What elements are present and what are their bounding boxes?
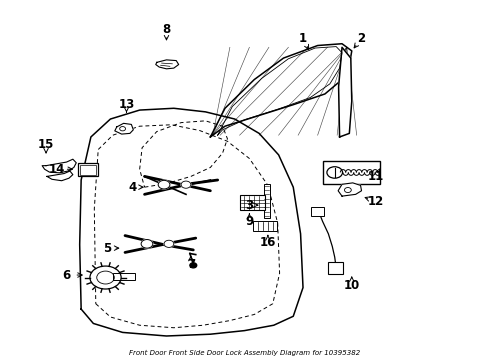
- Bar: [310, 207, 324, 216]
- Circle shape: [158, 180, 169, 189]
- Text: 1: 1: [298, 32, 306, 45]
- Text: 14: 14: [48, 163, 65, 176]
- Circle shape: [141, 239, 153, 248]
- Bar: [322, 161, 379, 184]
- Text: 4: 4: [128, 181, 136, 194]
- Text: 16: 16: [259, 236, 276, 249]
- Bar: [328, 262, 342, 274]
- Text: 15: 15: [38, 138, 54, 150]
- Text: 10: 10: [343, 279, 359, 292]
- Text: 12: 12: [367, 195, 384, 208]
- Polygon shape: [156, 60, 178, 69]
- Text: 3: 3: [245, 199, 253, 212]
- Text: Front Door Front Side Door Lock Assembly Diagram for 10395382: Front Door Front Side Door Lock Assembly…: [129, 350, 359, 356]
- Polygon shape: [115, 123, 133, 134]
- Bar: [78, 163, 98, 176]
- Polygon shape: [337, 183, 361, 196]
- Polygon shape: [42, 159, 76, 173]
- Circle shape: [163, 240, 173, 247]
- Bar: [239, 195, 264, 211]
- Bar: [80, 165, 96, 175]
- Circle shape: [181, 181, 190, 188]
- Polygon shape: [210, 44, 351, 137]
- Text: 9: 9: [245, 215, 253, 228]
- Polygon shape: [338, 47, 351, 137]
- Text: 8: 8: [162, 23, 170, 36]
- Polygon shape: [47, 171, 73, 181]
- Text: 11: 11: [367, 170, 384, 183]
- Circle shape: [326, 167, 342, 178]
- Circle shape: [90, 266, 121, 289]
- Text: 5: 5: [102, 242, 111, 255]
- Text: 6: 6: [62, 269, 70, 282]
- Bar: [264, 184, 269, 218]
- Text: 2: 2: [357, 32, 365, 45]
- Polygon shape: [80, 108, 303, 336]
- Circle shape: [189, 263, 196, 268]
- Bar: [253, 221, 276, 231]
- Text: 7: 7: [186, 258, 195, 271]
- Text: 13: 13: [118, 98, 134, 111]
- Bar: [113, 273, 135, 280]
